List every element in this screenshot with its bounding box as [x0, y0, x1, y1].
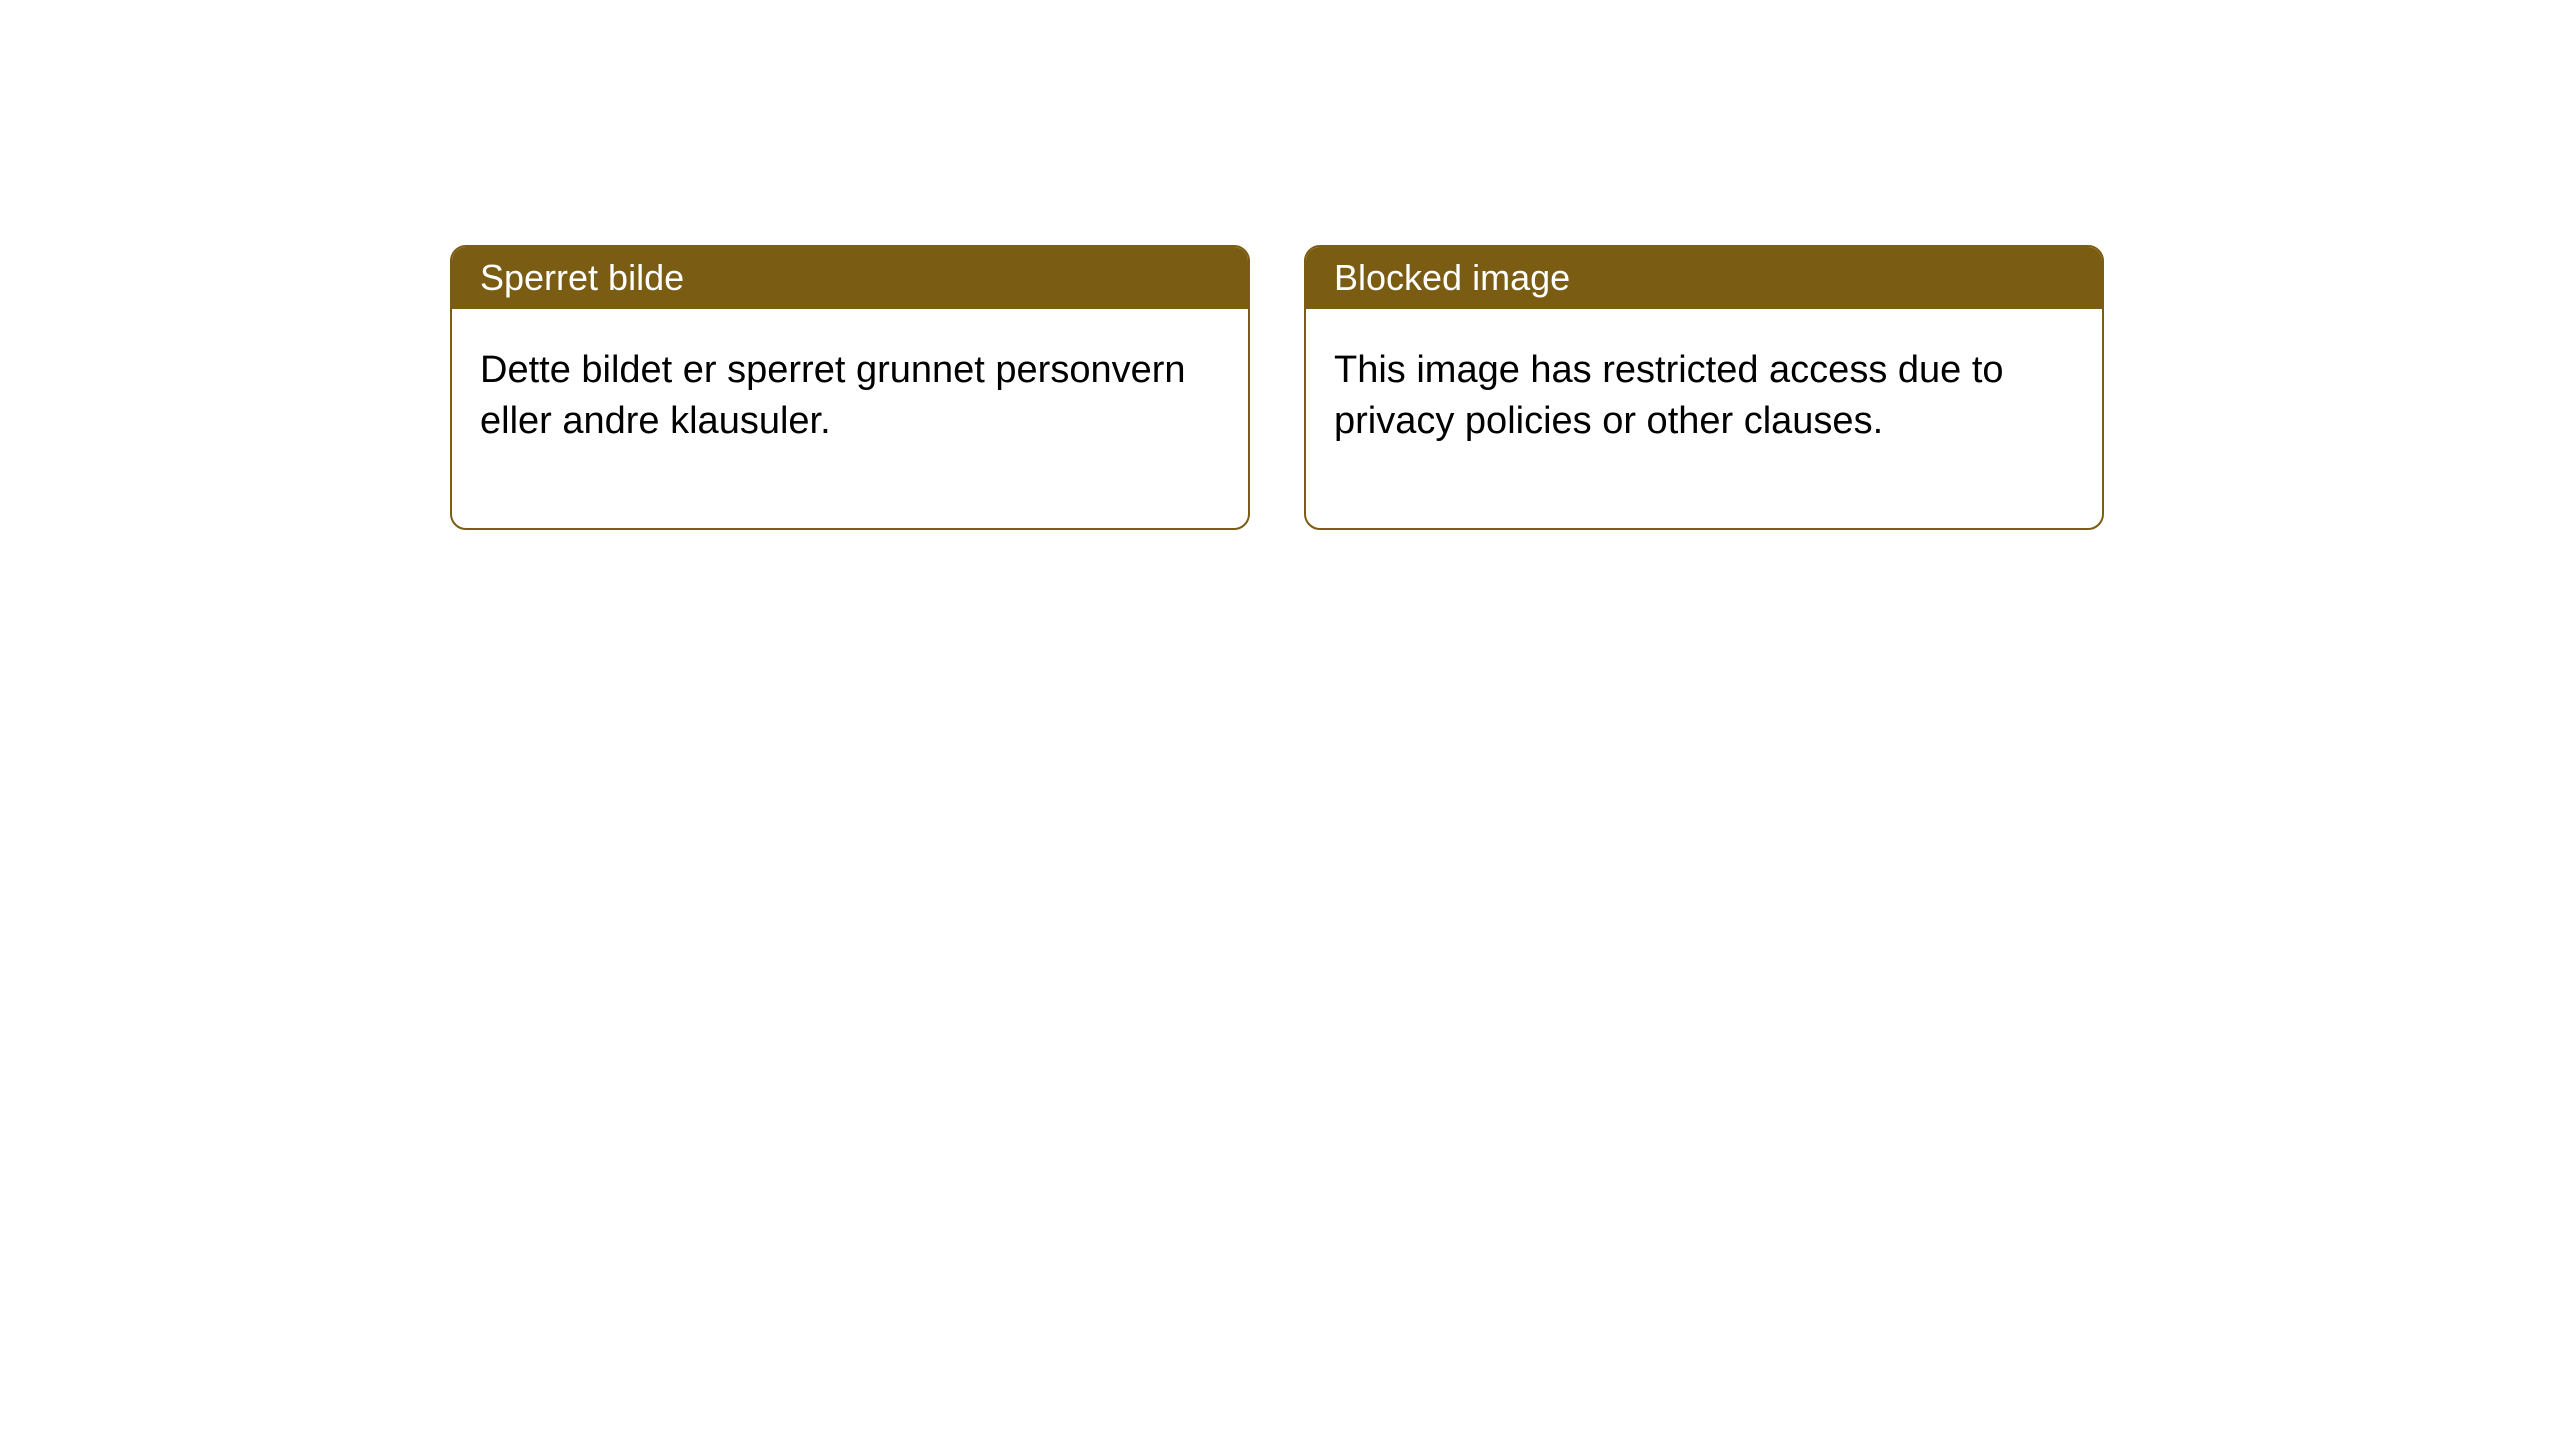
notice-cards-container: Sperret bilde Dette bildet er sperret gr…: [450, 245, 2104, 530]
notice-card-english: Blocked image This image has restricted …: [1304, 245, 2104, 530]
notice-card-header: Blocked image: [1306, 247, 2102, 309]
notice-card-body: Dette bildet er sperret grunnet personve…: [452, 309, 1248, 528]
notice-card-norwegian: Sperret bilde Dette bildet er sperret gr…: [450, 245, 1250, 530]
notice-card-header: Sperret bilde: [452, 247, 1248, 309]
notice-card-body: This image has restricted access due to …: [1306, 309, 2102, 528]
